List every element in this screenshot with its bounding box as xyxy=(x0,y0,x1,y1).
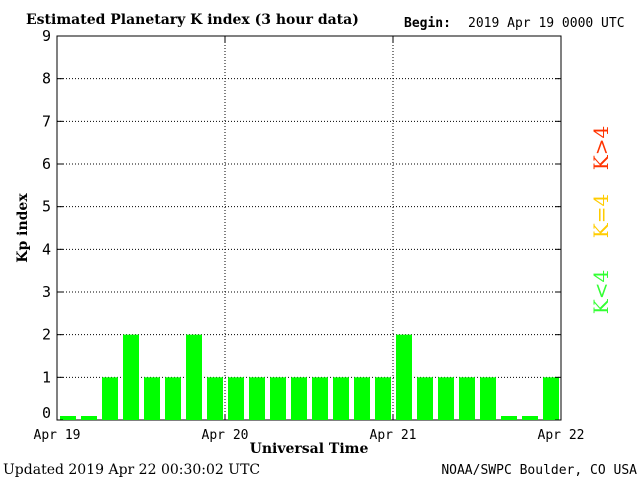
kp-bar xyxy=(123,334,139,420)
kp-bar xyxy=(396,334,412,420)
y-tick-label: 5 xyxy=(42,198,51,216)
y-tick-label: 7 xyxy=(42,112,51,130)
y-axis-label: Kp index xyxy=(15,193,31,263)
y-tick-label: 6 xyxy=(42,155,51,173)
y-tick-label: 8 xyxy=(42,70,51,88)
x-tick-label: Apr 19 xyxy=(34,428,81,443)
kp-bar xyxy=(459,377,475,420)
begin-value: 2019 Apr 19 0000 UTC xyxy=(468,16,625,31)
kp-bar xyxy=(102,377,118,420)
legend-k-equals-4: K=4 xyxy=(589,194,613,238)
kp-bar xyxy=(480,377,496,420)
kp-bar xyxy=(333,377,349,420)
grid-lines xyxy=(57,35,561,420)
begin-label: Begin: xyxy=(404,16,451,31)
legend-k-above-4: K>4 xyxy=(589,126,613,170)
kp-bar xyxy=(165,377,181,420)
kp-bar xyxy=(522,416,538,420)
kp-bar xyxy=(228,377,244,420)
x-axis-label: Universal Time xyxy=(250,441,369,457)
x-tick-label: Apr 22 xyxy=(538,428,585,443)
x-tick-label: Apr 20 xyxy=(202,428,249,443)
y-tick-label: 1 xyxy=(42,368,51,386)
kp-bar xyxy=(60,416,76,420)
y-tick-label: 9 xyxy=(42,27,51,45)
updated-timestamp: Updated 2019 Apr 22 00:30:02 UTC xyxy=(3,462,260,478)
kp-bar xyxy=(354,377,370,420)
kp-bar xyxy=(501,416,517,420)
x-tick-label: Apr 21 xyxy=(370,428,417,443)
kp-bar xyxy=(543,377,559,420)
kp-bar xyxy=(312,377,328,420)
kp-bar xyxy=(144,377,160,420)
bars xyxy=(60,334,559,420)
x-axis-ticks: Apr 19 Apr 20 Apr 21 Apr 22 xyxy=(34,36,585,443)
kp-bar xyxy=(291,377,307,420)
chart-title: Estimated Planetary K index (3 hour data… xyxy=(26,12,359,28)
legend: K<4 K=4 K>4 xyxy=(589,126,613,314)
y-tick-label: 4 xyxy=(42,240,51,258)
y-tick-label: 2 xyxy=(42,326,51,344)
kp-bar xyxy=(207,377,223,420)
y-tick-label: 3 xyxy=(42,283,51,301)
kp-bar xyxy=(81,416,97,420)
kp-bar xyxy=(438,377,454,420)
legend-k-below-4: K<4 xyxy=(589,270,613,314)
y-axis-ticks: 0 1 2 3 4 5 6 7 8 9 xyxy=(42,27,561,422)
kp-bar xyxy=(270,377,286,420)
kp-bar xyxy=(186,334,202,420)
source-credit: NOAA/SWPC Boulder, CO USA xyxy=(441,463,637,478)
y-tick-label: 0 xyxy=(42,404,51,422)
kp-bar xyxy=(417,377,433,420)
kp-bar xyxy=(249,377,265,420)
kp-bar xyxy=(375,377,391,420)
